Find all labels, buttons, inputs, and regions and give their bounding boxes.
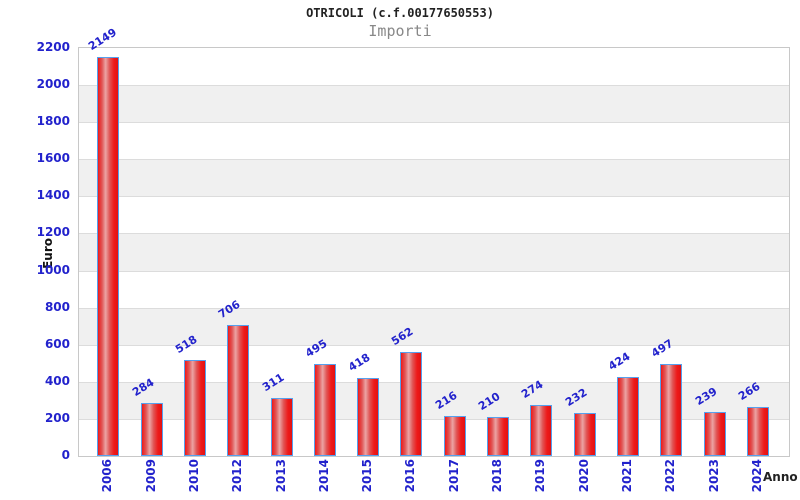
bar-2018 — [487, 417, 510, 456]
bar-2019 — [530, 405, 553, 456]
chart-subtitle: Importi — [368, 22, 432, 40]
x-tick-label: 2013 — [273, 459, 288, 493]
bar-2017 — [443, 415, 466, 456]
x-tick-label: 2010 — [186, 459, 201, 493]
y-tick-label: 200 — [44, 410, 70, 425]
gridline — [79, 418, 789, 420]
x-tick-label: 2006 — [100, 459, 115, 493]
bar-2016 — [400, 351, 423, 456]
plot-band — [79, 270, 789, 308]
bar-2012 — [227, 325, 250, 456]
x-tick-label: 2012 — [230, 459, 245, 493]
x-axis-title: Anno — [763, 470, 798, 484]
y-tick-label: 1200 — [36, 225, 70, 240]
plot-band — [79, 307, 789, 345]
plot-band — [79, 48, 789, 86]
x-tick-label: 2022 — [663, 459, 678, 493]
bar-2015 — [357, 378, 380, 456]
plot-band — [79, 122, 789, 160]
gridline — [79, 196, 789, 198]
x-tick-label: 2023 — [706, 459, 721, 493]
bar-2013 — [270, 398, 293, 456]
plot-band — [79, 196, 789, 234]
bar-2006 — [97, 57, 120, 456]
y-tick-label: 1600 — [36, 151, 70, 166]
gridline — [79, 159, 789, 161]
bar-2024 — [747, 406, 769, 456]
y-tick-label: 400 — [44, 373, 70, 388]
bar-2014 — [313, 364, 336, 456]
y-tick-label: 2200 — [36, 40, 70, 54]
y-tick-label: 1800 — [36, 114, 70, 129]
bar-2009 — [140, 403, 163, 456]
y-tick-label: 600 — [44, 336, 70, 351]
plot-band — [79, 233, 789, 271]
bar-2010 — [183, 359, 206, 456]
y-tick-label: 1400 — [36, 188, 70, 203]
gridline — [79, 344, 789, 346]
plot-band — [79, 159, 789, 197]
x-tick-label: 2018 — [490, 459, 505, 493]
x-tick-label: 2009 — [143, 459, 158, 493]
x-tick-label: 2017 — [446, 459, 461, 493]
plot-band — [79, 85, 789, 123]
gridline — [79, 233, 789, 235]
x-tick-label: 2019 — [533, 459, 548, 493]
y-tick-label: 800 — [44, 299, 70, 314]
x-tick-label: 2020 — [576, 459, 591, 493]
y-tick-label: 0 — [61, 448, 70, 462]
chart-title: OTRICOLI (c.f.00177650553) — [306, 6, 494, 20]
plot-area: 2149 284 518 706 311 495 418 562 216 210 274 232 424… — [78, 26, 790, 457]
gridline — [79, 307, 789, 309]
x-tick-label: 2014 — [316, 459, 331, 493]
bar-2020 — [573, 412, 596, 456]
y-tick-label: 1000 — [36, 262, 70, 277]
gridline — [79, 122, 789, 124]
bar-2023 — [703, 411, 726, 456]
x-tick-label: 2016 — [403, 459, 418, 493]
y-tick-label: 2000 — [36, 77, 70, 92]
gridline — [79, 85, 789, 87]
x-tick-label: 2021 — [620, 459, 635, 493]
x-tick-label: 2015 — [360, 459, 375, 493]
bar-2021 — [617, 377, 640, 456]
bar-2022 — [660, 363, 683, 456]
gridline — [79, 381, 789, 383]
gridline — [79, 270, 789, 272]
